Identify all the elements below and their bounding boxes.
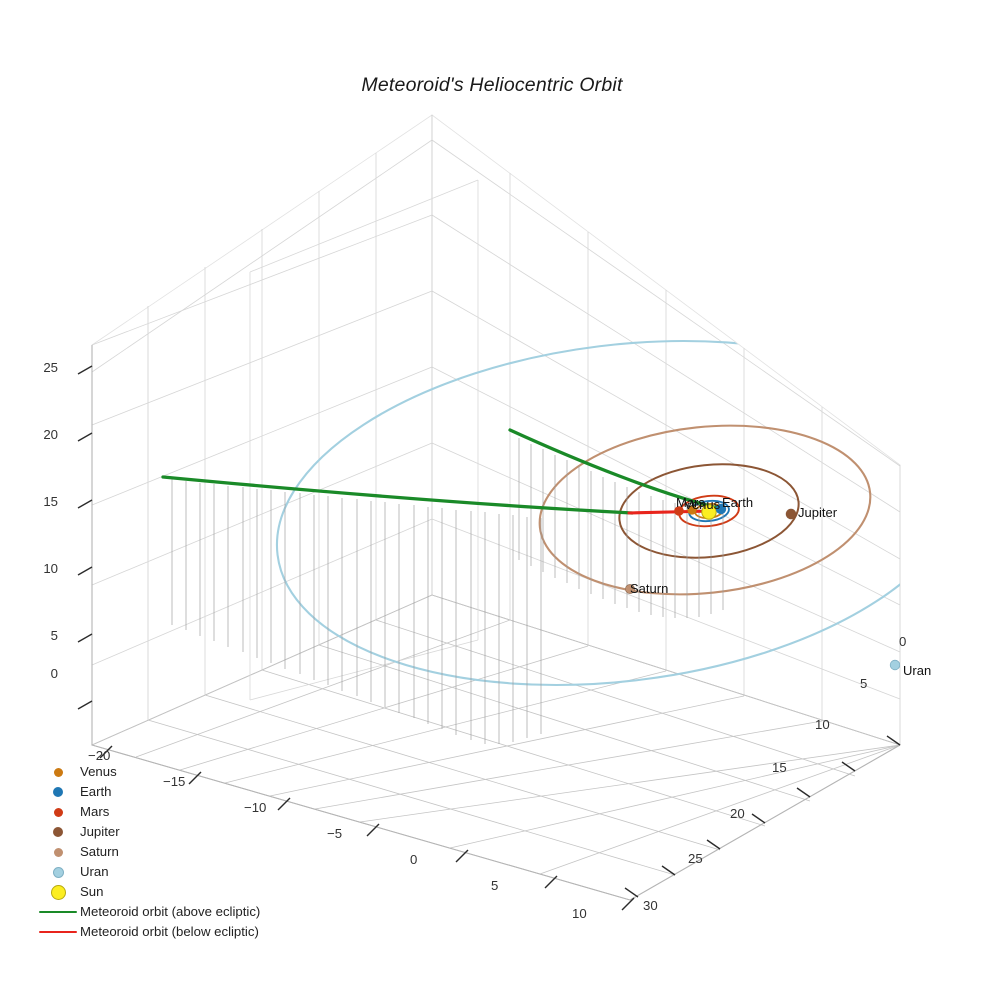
saturn-marker-icon bbox=[36, 847, 80, 857]
legend-label: Jupiter bbox=[80, 824, 120, 839]
point-label-venus: Venus bbox=[684, 497, 721, 512]
legend-item-mars[interactable]: Mars bbox=[36, 802, 336, 822]
meteoroid-drop-lines bbox=[171, 438, 724, 744]
point-label-uran: Uran bbox=[903, 663, 932, 678]
meteoroid-orbit-above-ecliptic bbox=[161, 428, 724, 515]
y-tick-label: 25 bbox=[688, 851, 703, 866]
legend-label: Venus bbox=[80, 764, 117, 779]
x-tick-label: 10 bbox=[572, 906, 587, 921]
x-tick-label: −20 bbox=[88, 748, 111, 763]
axes-panes bbox=[90, 114, 901, 901]
legend-item-meteoroid-below[interactable]: Meteoroid orbit (below ecliptic) bbox=[36, 922, 336, 942]
point-label-saturn: Saturn bbox=[630, 581, 669, 596]
left-wall-grid bbox=[91, 114, 433, 746]
point-label-jupiter: Jupiter bbox=[798, 505, 838, 520]
planet-markers bbox=[625, 503, 900, 671]
z-tick-label: 0 bbox=[50, 666, 58, 681]
y-tick-label: 15 bbox=[772, 760, 787, 775]
marker-sun bbox=[701, 504, 717, 520]
legend-item-earth[interactable]: Earth bbox=[36, 782, 336, 802]
red-line-icon bbox=[36, 930, 80, 934]
venus-marker-icon bbox=[36, 767, 80, 777]
point-label-earth: Earth bbox=[722, 495, 754, 510]
page-title: Meteoroid's Heliocentric Orbit bbox=[361, 74, 623, 96]
marker-uranus bbox=[889, 659, 900, 671]
x-tick-label: −15 bbox=[163, 774, 186, 789]
point-label-mars: Mars bbox=[676, 495, 705, 510]
sun-marker-icon bbox=[36, 884, 80, 900]
legend-label: Meteoroid orbit (above ecliptic) bbox=[80, 904, 261, 919]
jupiter-marker-icon bbox=[36, 827, 80, 837]
legend-item-saturn[interactable]: Saturn bbox=[36, 842, 336, 862]
mars-marker-icon bbox=[36, 807, 80, 817]
orbit-jupiter bbox=[618, 463, 800, 559]
x-tick-label: −5 bbox=[327, 826, 343, 841]
back-wall-grid bbox=[431, 114, 901, 746]
legend-item-uran[interactable]: Uran bbox=[36, 862, 336, 882]
marker-earth bbox=[715, 503, 727, 515]
legend-item-meteoroid-above[interactable]: Meteoroid orbit (above ecliptic) bbox=[36, 902, 336, 922]
green-line-icon bbox=[36, 910, 80, 914]
tick-marks bbox=[77, 365, 901, 911]
meteoroid-orbit-below-ecliptic bbox=[627, 509, 714, 515]
orbit-uranus bbox=[275, 339, 900, 687]
x-tick-label: 0 bbox=[410, 852, 418, 867]
legend-label: Sun bbox=[80, 884, 104, 899]
y-tick-label: 10 bbox=[815, 717, 830, 732]
x-tick-label: −10 bbox=[244, 800, 267, 815]
z-tick-label: 5 bbox=[50, 628, 58, 643]
marker-venus bbox=[687, 505, 697, 515]
legend-label: Meteoroid orbit (below ecliptic) bbox=[80, 924, 259, 939]
legend-label: Saturn bbox=[80, 844, 119, 859]
marker-saturn bbox=[625, 584, 635, 594]
legend-item-jupiter[interactable]: Jupiter bbox=[36, 822, 336, 842]
legend-label: Mars bbox=[80, 804, 110, 819]
y-tick-label: 5 bbox=[860, 676, 868, 691]
earth-marker-icon bbox=[36, 787, 80, 797]
uranus-marker-icon bbox=[36, 866, 80, 878]
legend-item-venus[interactable]: Venus bbox=[36, 762, 336, 782]
legend: Venus Earth Mars Jupiter Saturn bbox=[36, 762, 336, 942]
z-tick-label: 15 bbox=[43, 494, 58, 509]
z-tick-label: 10 bbox=[43, 561, 58, 576]
x-tick-label: 5 bbox=[491, 878, 499, 893]
z-tick-label: 25 bbox=[43, 360, 58, 375]
legend-label: Uran bbox=[80, 864, 109, 879]
y-tick-label: 30 bbox=[643, 898, 658, 913]
y-tick-label: 0 bbox=[899, 634, 907, 649]
z-tick-label: 20 bbox=[43, 427, 58, 442]
marker-mars bbox=[674, 506, 684, 516]
y-tick-label: 20 bbox=[730, 806, 745, 821]
legend-item-sun[interactable]: Sun bbox=[36, 882, 336, 902]
legend-label: Earth bbox=[80, 784, 112, 799]
orbit-saturn bbox=[538, 424, 872, 596]
marker-jupiter bbox=[785, 508, 797, 520]
